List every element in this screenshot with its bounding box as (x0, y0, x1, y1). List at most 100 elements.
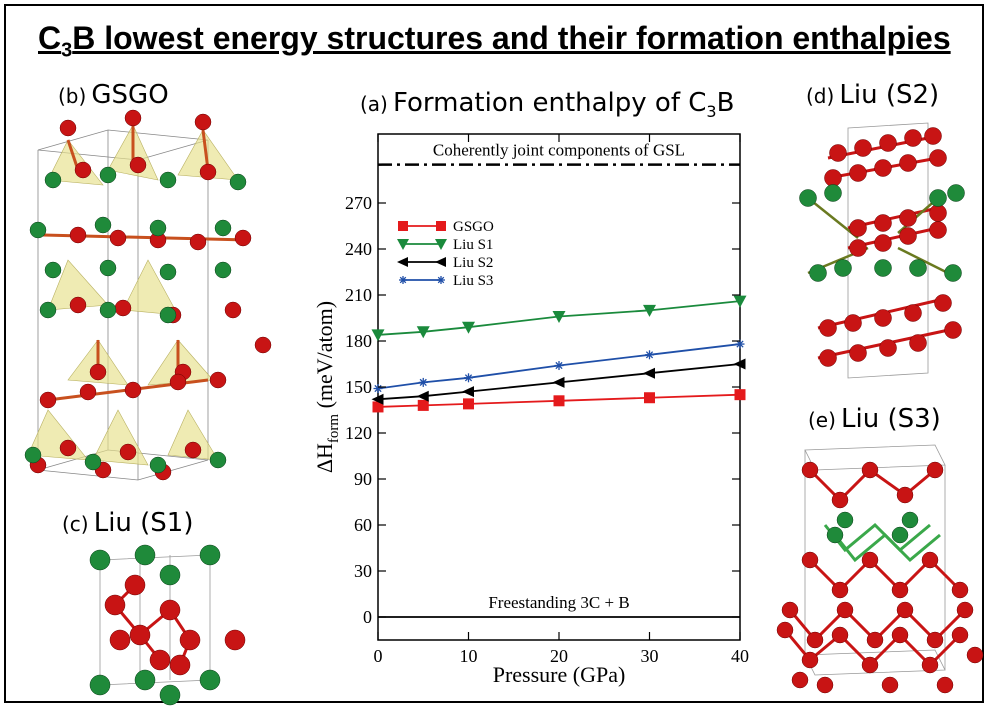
boron-atom (849, 219, 867, 237)
carbon-atom (947, 184, 965, 202)
y-tick-label: 210 (345, 285, 372, 305)
boron-atom (874, 214, 892, 232)
boron-atom (956, 601, 974, 619)
data-point (644, 392, 655, 404)
boron-atom (119, 443, 137, 461)
carbon-atom (134, 669, 156, 691)
boron-atom (819, 349, 837, 367)
carbon-atom (89, 674, 111, 696)
liu-s3-structure-illustration (776, 444, 984, 694)
boron-atom (829, 144, 847, 162)
boron-atom (844, 314, 862, 332)
boron-atom (169, 654, 191, 676)
boron-atom (124, 381, 142, 399)
data-point (399, 276, 407, 284)
boron-atom (806, 631, 824, 649)
reference-line-label: Freestanding 3C + B (488, 593, 629, 612)
boron-atom (109, 629, 131, 651)
data-point (643, 367, 655, 379)
boron-atom (879, 134, 897, 152)
x-axis-label: Pressure (GPa) (493, 662, 626, 687)
carbon-atom (214, 219, 232, 237)
boron-atom (39, 391, 57, 409)
bonds (113, 583, 192, 666)
x-tick-label: 40 (731, 646, 749, 666)
boron-atom (849, 344, 867, 362)
y-tick-label: 270 (345, 193, 372, 213)
carbon-atoms (89, 544, 221, 706)
carbon-atom (99, 301, 117, 319)
boron-atom (866, 631, 884, 649)
data-point (417, 399, 429, 411)
boron-atom (801, 651, 819, 669)
boron-atom (904, 304, 922, 322)
series-line (377, 393, 741, 408)
data-point (733, 295, 747, 308)
boron-atom (861, 461, 879, 479)
data-point (463, 398, 474, 410)
carbon-atom (149, 219, 167, 237)
boron-atom (234, 229, 252, 247)
data-point (552, 376, 565, 388)
data-point (552, 310, 566, 323)
boron-atoms (104, 574, 246, 676)
y-tick-label: 180 (345, 331, 372, 351)
gsgo-structure-illustration (24, 109, 272, 481)
data-point (553, 395, 565, 407)
data-point (462, 321, 475, 334)
carbon-atom (134, 544, 156, 566)
carbon-atom (84, 453, 102, 471)
boron-atom (179, 629, 201, 651)
carbon-atom (199, 669, 221, 691)
panel-c-label: (c) Liu (S1) (62, 508, 194, 538)
data-point (435, 239, 447, 250)
boron-atom (254, 336, 272, 354)
boron-atom (909, 334, 927, 352)
boron-atom (129, 624, 151, 646)
boron-atom (831, 581, 849, 599)
series-line (377, 363, 741, 401)
boron-atom (926, 461, 944, 479)
boron-atom (824, 169, 842, 187)
data-point (643, 304, 656, 317)
carbon-atom (99, 259, 117, 277)
x-tick-label: 10 (460, 646, 478, 666)
reference-line-label: Coherently joint components of GSL (433, 141, 685, 160)
carbon-atom (834, 259, 852, 277)
data-point (735, 339, 745, 349)
y-tick-label: 240 (345, 239, 372, 259)
figure-title: C3B lowest energy structures and their f… (38, 20, 951, 62)
figure-frame (4, 4, 984, 703)
carbon-atom (24, 446, 42, 464)
boron-atom (854, 139, 872, 157)
series-line (377, 343, 741, 390)
boron-atom (184, 441, 202, 459)
boron-atom (224, 301, 242, 319)
boron-atom (69, 296, 87, 314)
carbon-atom (89, 549, 111, 571)
boron-atoms (776, 461, 984, 694)
boron-atoms (819, 127, 962, 367)
boron-atom (874, 309, 892, 327)
panel-e-letter: (e) (808, 408, 836, 432)
boron-atom (891, 581, 909, 599)
boron-atom (896, 486, 914, 504)
boron-atom (114, 299, 132, 317)
carbon-atom (944, 264, 962, 282)
chart-title: (a) Formation enthalpy of C3B (360, 88, 734, 121)
data-point (437, 276, 445, 284)
x-tick-label: 0 (374, 646, 383, 666)
unit-cell-lines (847, 122, 929, 379)
boron-atom (874, 234, 892, 252)
boron-atom (861, 656, 879, 674)
series-line (377, 300, 741, 336)
data-point (734, 389, 746, 401)
data-point (436, 221, 446, 231)
boron-atom (951, 581, 969, 599)
carbon-atom (159, 171, 177, 189)
carbon-atom (809, 264, 827, 282)
panel-b-letter: (b) (58, 84, 87, 108)
data-point (398, 221, 408, 231)
y-tick-label: 150 (345, 377, 372, 397)
carbon-atom (99, 166, 117, 184)
